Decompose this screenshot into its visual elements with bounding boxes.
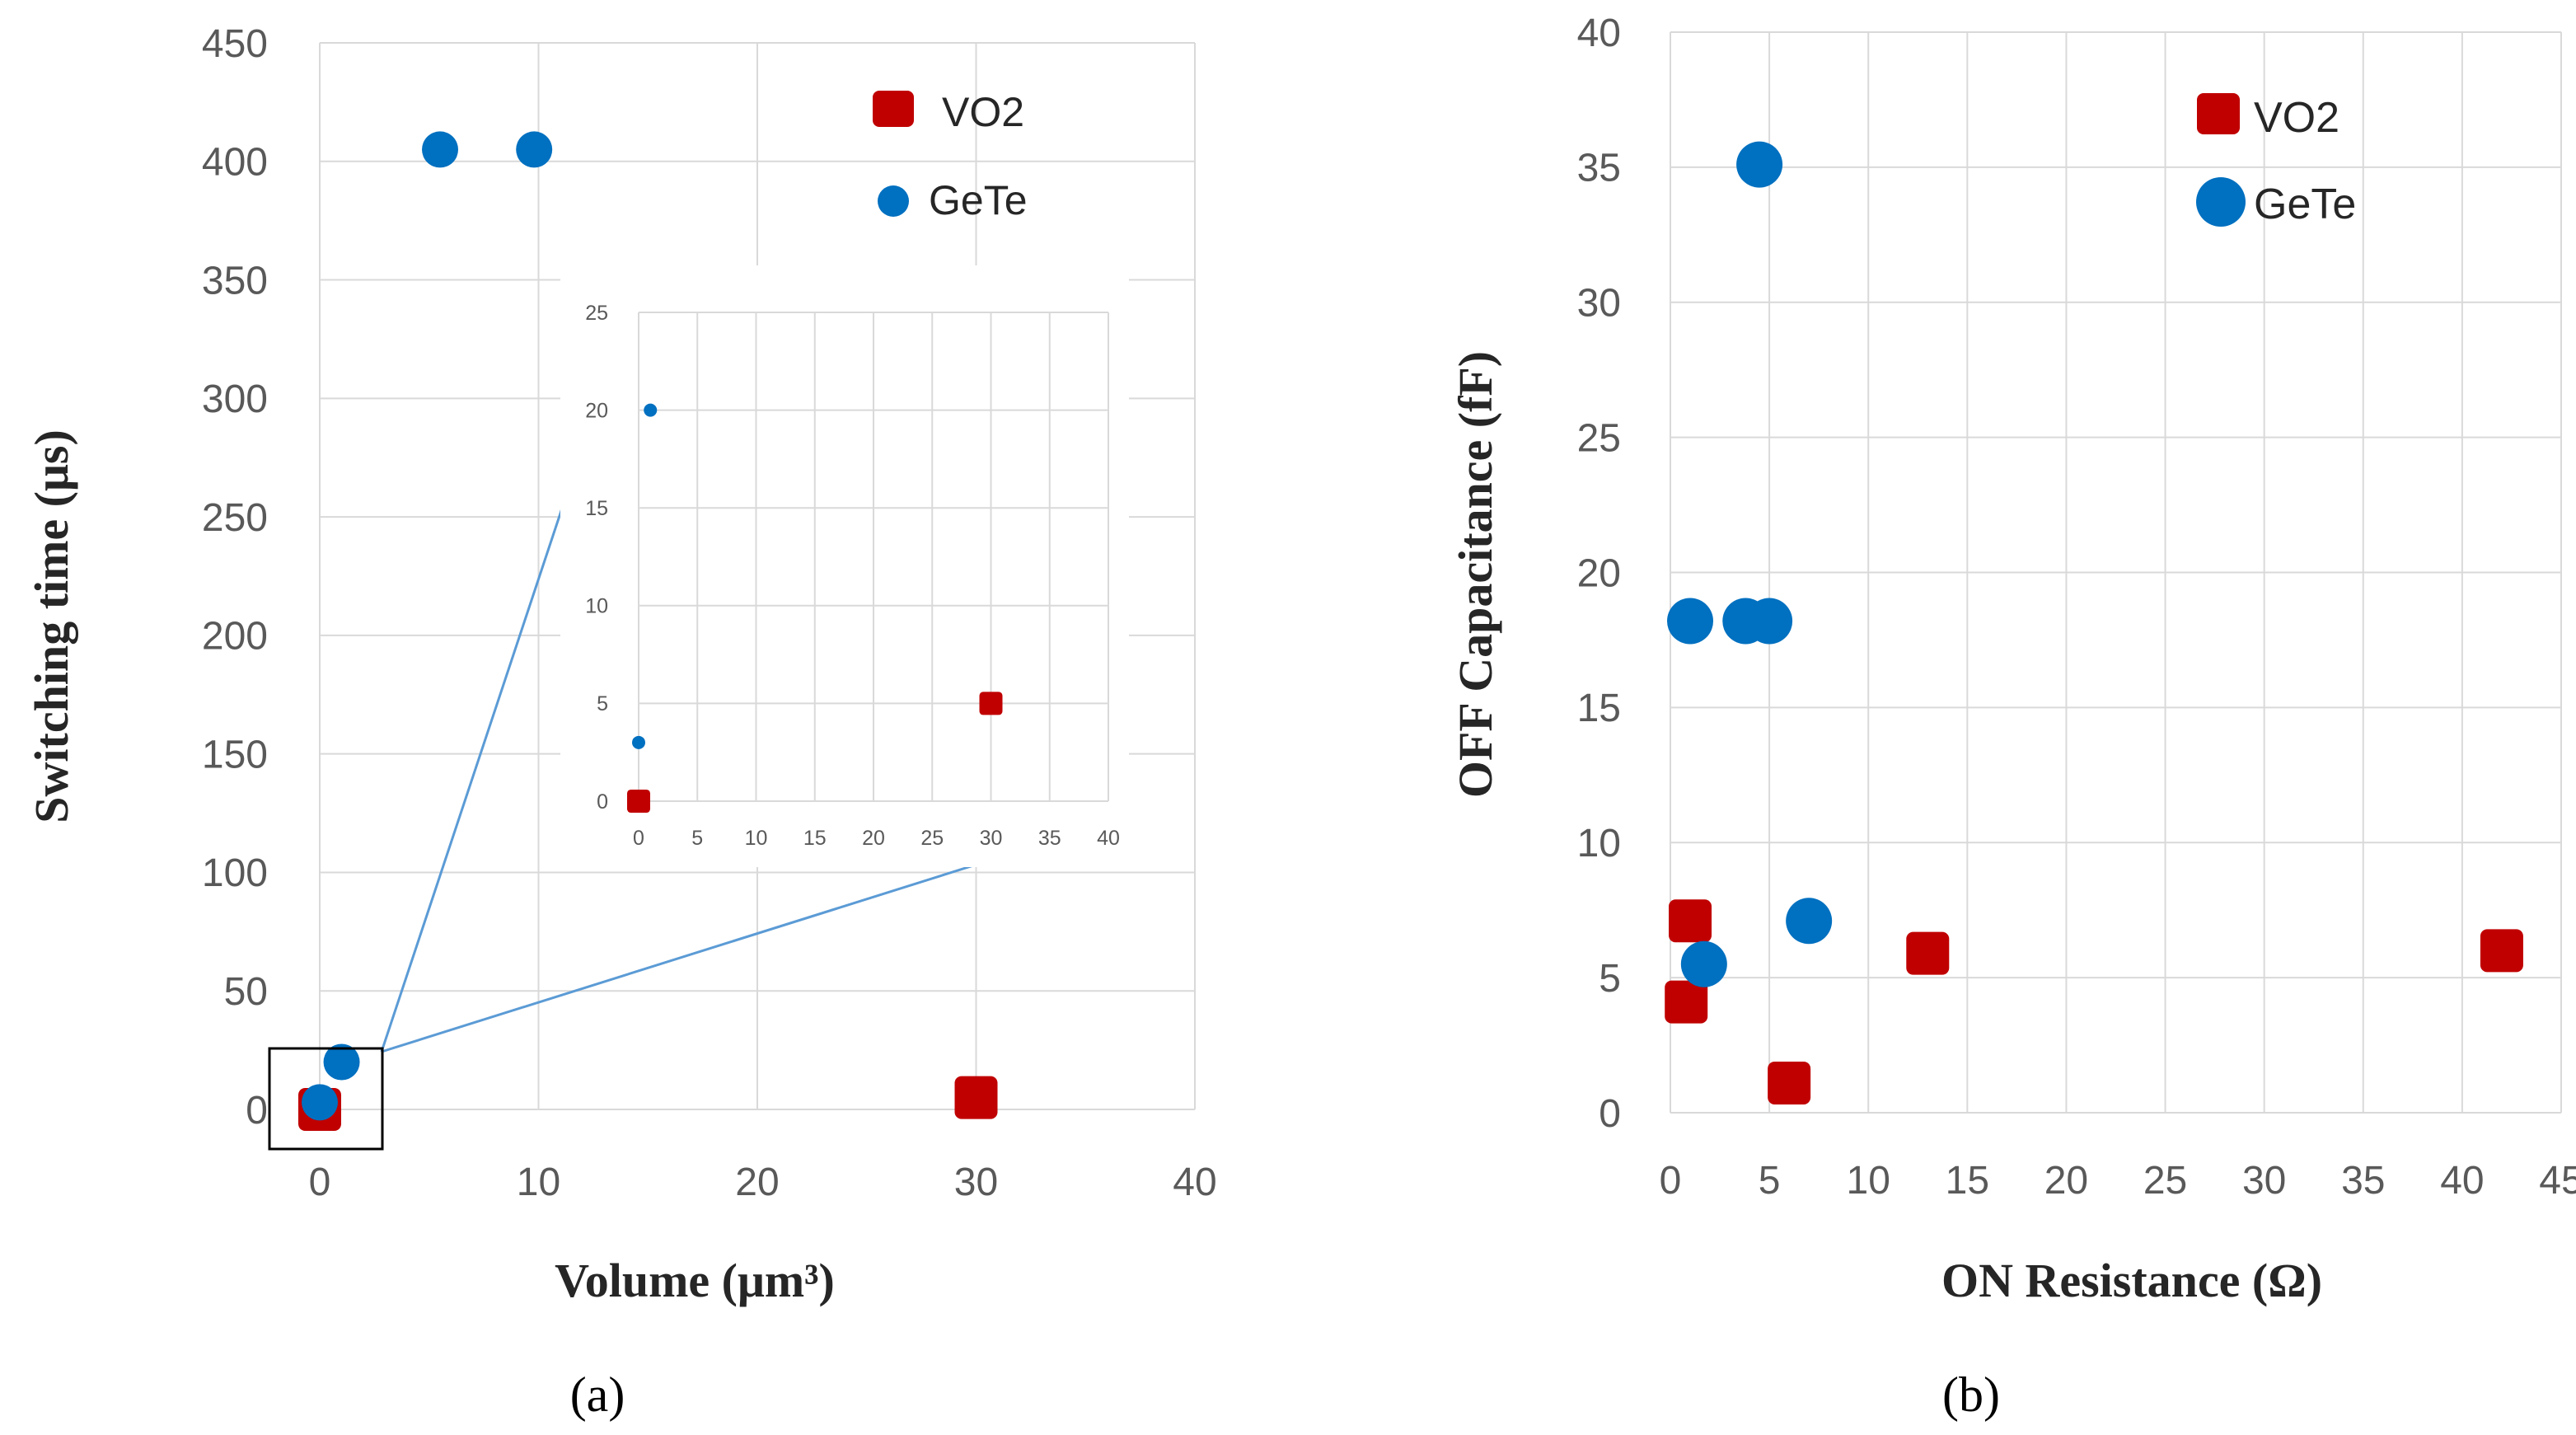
legend-marker-gete	[878, 185, 909, 217]
chart-a-ytick-label: 0	[246, 1089, 268, 1133]
chart-b-ytick-label: 15	[1577, 687, 1621, 730]
inset-xtick-label: 30	[980, 827, 1003, 850]
chart-a-ytick-label: 300	[202, 378, 268, 421]
chart-a-legend: VO2 GeTe	[873, 89, 1028, 223]
chart-a-ytick-label: 350	[202, 259, 268, 302]
inset-xtick-label: 10	[745, 827, 768, 850]
inset-point-vo2	[627, 790, 650, 813]
chart-a-xlabel: Volume (μm³)	[555, 1254, 835, 1307]
chart-a-points	[298, 131, 998, 1131]
inset-xtick-label: 5	[691, 827, 703, 850]
chart-a-ytick-label: 50	[224, 970, 268, 1014]
inset-background	[560, 265, 1129, 867]
inset-xtick-label: 20	[862, 827, 885, 850]
chart-a-panel-label: (a)	[570, 1367, 625, 1422]
legend-label-gete: GeTe	[2254, 181, 2356, 228]
legend-label-gete: GeTe	[929, 177, 1028, 223]
chart-b-ytick-label: 30	[1577, 282, 1621, 326]
chart-b-point-vo2	[1768, 1061, 1811, 1104]
inset-xtick-label: 40	[1097, 827, 1120, 850]
inset-xtick-label: 35	[1038, 827, 1061, 850]
chart-a-ylabel: Switching time (μs)	[25, 429, 78, 823]
chart-b-point-vo2	[1665, 980, 1708, 1024]
chart-b-panel-label: (b)	[1942, 1367, 2000, 1422]
chart-a-ytick-label: 450	[202, 22, 268, 66]
chart-b-point-gete	[1680, 940, 1727, 987]
chart-a-ytick-label: 200	[202, 615, 268, 659]
chart-a-xtick-label: 10	[517, 1161, 560, 1204]
chart-a-point-gete	[302, 1084, 338, 1121]
legend-marker-gete	[2196, 177, 2246, 227]
chart-a-ytick-label: 100	[202, 851, 268, 895]
chart-b-ytick-label: 25	[1577, 416, 1621, 460]
chart-a-point-gete	[516, 131, 553, 168]
inset-point-vo2	[979, 692, 1003, 715]
inset-xtick-label: 15	[803, 827, 827, 850]
chart-a-inset: 0 5 10 15 20 25 30 35 40 0 5 10 15 20 25	[560, 265, 1129, 867]
inset-ticks: 0 5 10 15 20 25 30 35 40 0 5 10 15 20 25	[585, 302, 1120, 850]
chart-b-point-gete	[1736, 141, 1783, 188]
chart-b-point-gete	[1786, 898, 1833, 945]
chart-b-point-vo2	[2480, 929, 2523, 973]
chart-a-xtick-label: 40	[1173, 1161, 1216, 1204]
chart-a-ytick-label: 150	[202, 733, 268, 776]
chart-b-xlabel: ON Resistance (Ω)	[1941, 1254, 2322, 1307]
chart-b-xtick-label: 40	[2440, 1159, 2484, 1203]
chart-b-xtick-label: 35	[2341, 1159, 2385, 1203]
chart-b-xtick-label: 30	[2242, 1159, 2286, 1203]
chart-b-point-gete	[1746, 598, 1793, 645]
chart-a: VO2 GeTe 0 10 20 30 400501001502002503003504…	[25, 22, 1217, 1422]
chart-b-ytick-label: 40	[1577, 12, 1621, 55]
chart-a-ytick-label: 250	[202, 496, 268, 540]
inset-ytick-label: 5	[597, 692, 608, 715]
inset-grid	[638, 312, 1109, 802]
chart-b-xtick-label: 15	[1946, 1159, 1989, 1203]
chart-b-xtick-label: 25	[2143, 1159, 2187, 1203]
zoom-region-box	[268, 1047, 384, 1151]
inset-xtick-label: 25	[920, 827, 944, 850]
inset-point-gete	[632, 735, 645, 749]
inset-ytick-label: 25	[585, 302, 608, 325]
chart-b-legend: VO2 GeTe	[2196, 93, 2356, 228]
chart-b-ytick-label: 35	[1577, 147, 1621, 190]
chart-a-ytick-label: 400	[202, 141, 268, 185]
legend-label-vo2: VO2	[2254, 94, 2339, 142]
inset-ytick-label: 10	[585, 595, 608, 618]
inset-ytick-label: 15	[585, 497, 608, 520]
inset-ytick-label: 0	[597, 790, 608, 814]
chart-a-xtick-label: 30	[954, 1161, 998, 1204]
chart-b-grid	[1670, 31, 2562, 1114]
legend-marker-vo2	[873, 91, 914, 127]
legend-marker-vo2	[2197, 93, 2240, 134]
inset-ytick-label: 20	[585, 399, 608, 422]
chart-b-ticks: 0 5 10 15 20 25 30 35 40 45 0 5 10 15 20 25 30 35 40	[1577, 12, 2576, 1203]
chart-a-xtick-label: 0	[309, 1161, 331, 1204]
chart-b-point-vo2	[1906, 931, 1950, 975]
inset-points	[627, 403, 1003, 813]
chart-b-ytick-label: 20	[1577, 551, 1621, 595]
inset-point-gete	[644, 403, 658, 417]
chart-a-point-gete	[323, 1043, 360, 1081]
legend-label-vo2: VO2	[942, 89, 1024, 135]
chart-a-xtick-label: 20	[735, 1161, 779, 1204]
chart-b-xtick-label: 10	[1847, 1159, 1890, 1203]
inset-xtick-label: 0	[633, 827, 644, 850]
chart-b-xtick-label: 20	[2044, 1159, 2088, 1203]
chart-b-point-gete	[1667, 598, 1714, 645]
chart-b-ytick-label: 10	[1577, 822, 1621, 865]
chart-b-xtick-label: 0	[1660, 1159, 1682, 1203]
chart-b-ytick-label: 0	[1599, 1092, 1621, 1136]
chart-b-ytick-label: 5	[1599, 957, 1621, 1001]
chart-a-point-gete	[422, 131, 459, 168]
chart-b-xtick-label: 45	[2539, 1159, 2576, 1203]
chart-b-ylabel: OFF Capacitance (fF)	[1449, 351, 1502, 798]
chart-a-point-vo2	[954, 1076, 998, 1119]
chart-b-point-vo2	[1669, 899, 1712, 943]
chart-b-points	[1665, 141, 2523, 1104]
chart-b-xtick-label: 5	[1759, 1159, 1781, 1203]
chart-b: VO2 GeTe 0 5 10 15 20 25 30 35 40 45 0 5 10 15 20 25 30 3…	[1449, 12, 2576, 1422]
